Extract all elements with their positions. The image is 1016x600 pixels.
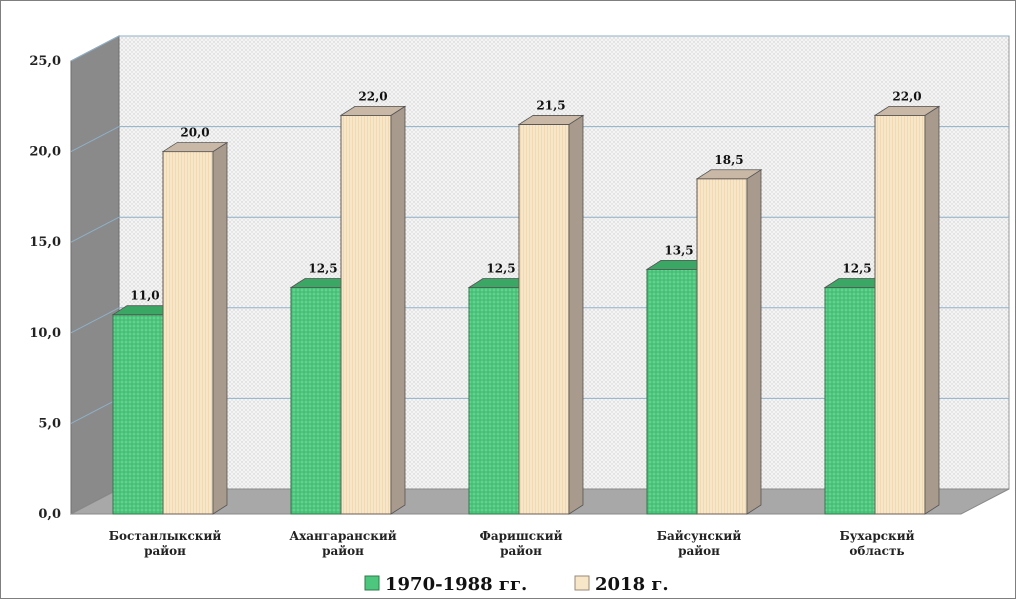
bar-front <box>162 151 214 515</box>
bar-top <box>517 115 585 125</box>
legend-swatch <box>574 575 590 591</box>
x-tick-label: Ахангаранский район <box>289 529 396 558</box>
bar-top <box>695 169 763 180</box>
legend-item: 2018 г. <box>574 574 669 595</box>
bar-top <box>339 105 407 116</box>
gridline-side <box>70 126 120 153</box>
bar-side <box>924 105 940 515</box>
bar-front <box>646 268 698 515</box>
bar: 22,0 <box>873 89 941 515</box>
legend-label: 2018 г. <box>595 574 669 595</box>
bar-front <box>468 287 520 515</box>
data-label: 20,0 <box>180 126 209 140</box>
bar: 20,0 <box>161 126 229 515</box>
bars: 11,0 20,0 12,5 22,0 12,5 21,5 13,5 18,5 12,5 22,0 <box>111 89 941 515</box>
bar: 21,5 <box>517 98 585 515</box>
data-label: 13,5 <box>664 243 693 257</box>
x-tick-label: Байсунский район <box>657 529 742 558</box>
bar-front <box>874 114 926 515</box>
bar-top <box>873 105 941 116</box>
bar-top <box>161 142 229 153</box>
legend-swatch <box>364 575 380 591</box>
gridline-side <box>70 397 120 424</box>
bar-front <box>112 314 164 515</box>
legend-item: 1970-1988 гг. <box>364 574 527 595</box>
bar-front <box>696 178 748 515</box>
x-axis: Бостанлыкский район Ахангаранский район Фари… <box>109 529 915 558</box>
bar-side <box>568 114 584 515</box>
bar-front <box>340 114 392 515</box>
gridline-side <box>70 216 120 243</box>
bar-front <box>518 123 570 515</box>
bar-side <box>212 141 228 515</box>
x-tick-label: Фаришский район <box>479 529 562 558</box>
data-label: 11,0 <box>130 289 159 303</box>
bar-front <box>824 287 876 515</box>
bar-side <box>390 105 406 515</box>
data-label: 12,5 <box>308 262 337 276</box>
y-tick-label: 15,0 <box>29 235 61 250</box>
data-label: 22,0 <box>358 89 387 103</box>
bar: 22,0 <box>339 89 407 515</box>
data-label: 12,5 <box>486 262 515 276</box>
data-label: 18,5 <box>714 153 743 167</box>
side-wall <box>70 35 120 515</box>
gridline-side <box>70 35 120 62</box>
gridline-side <box>70 307 120 334</box>
bar: 18,5 <box>695 153 763 515</box>
data-label: 21,5 <box>536 98 565 112</box>
legend-label: 1970-1988 гг. <box>385 574 527 595</box>
y-tick-label: 5,0 <box>38 416 61 431</box>
x-tick-label: Бухарский область <box>839 529 914 558</box>
legend: 1970-1988 гг. 2018 г. <box>364 574 669 595</box>
data-label: 12,5 <box>842 262 871 276</box>
bar-front <box>290 287 342 515</box>
y-axis: 0,0 5,0 10,0 15,0 20,0 25,0 <box>29 54 61 522</box>
y-tick-label: 10,0 <box>29 326 61 341</box>
y-tick-label: 20,0 <box>29 145 61 160</box>
x-tick-label: Бостанлыкский район <box>109 529 222 558</box>
bar-side <box>746 169 762 515</box>
data-label: 22,0 <box>892 89 921 103</box>
y-tick-label: 25,0 <box>29 54 61 69</box>
y-tick-label: 0,0 <box>38 507 61 522</box>
